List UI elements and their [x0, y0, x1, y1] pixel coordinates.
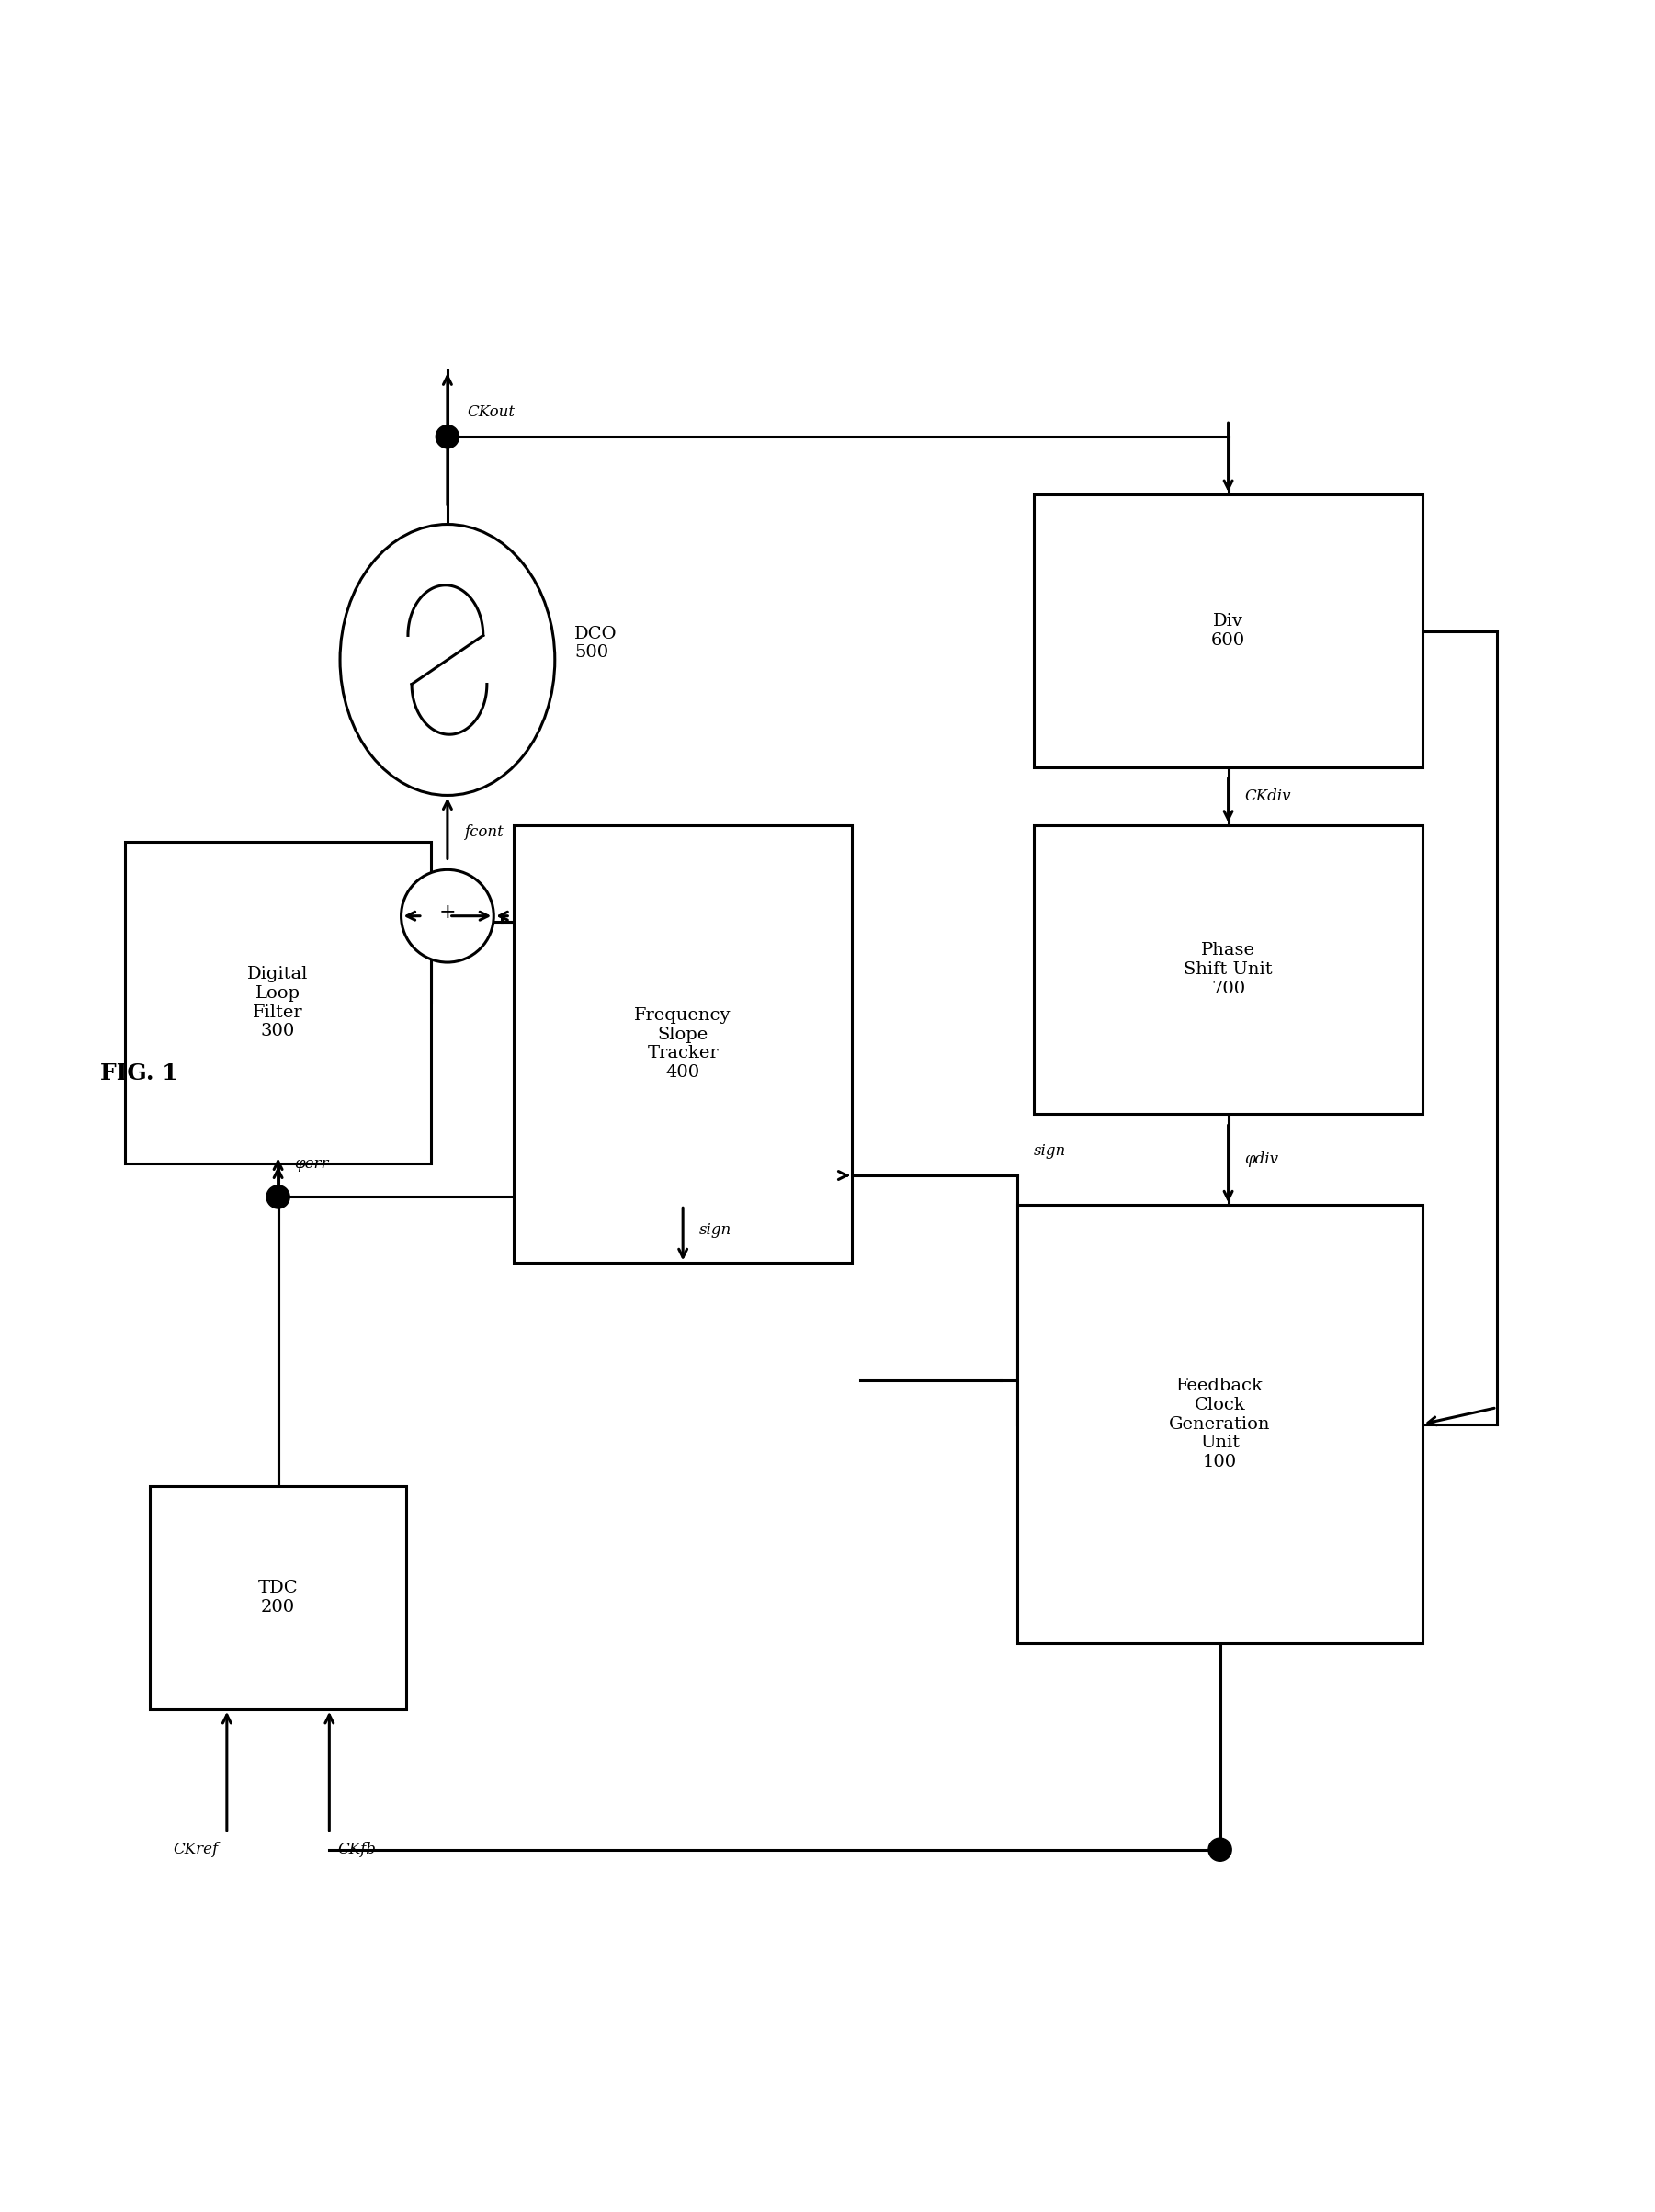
Text: Frequency
Slope
Tracker
400: Frequency Slope Tracker 400 — [634, 1006, 732, 1082]
Text: Div
600: Div 600 — [1211, 613, 1245, 648]
Circle shape — [401, 869, 493, 962]
Circle shape — [435, 425, 458, 449]
Text: φerr: φerr — [295, 1157, 329, 1172]
Text: φdiv: φdiv — [1245, 1152, 1279, 1168]
Text: sign: sign — [1034, 1144, 1066, 1159]
Text: sign: sign — [700, 1221, 732, 1239]
Text: Digital
Loop
Filter
300: Digital Loop Filter 300 — [248, 967, 308, 1040]
Circle shape — [1208, 1838, 1231, 1860]
Text: CKdiv: CKdiv — [1245, 787, 1291, 803]
Text: +: + — [439, 902, 457, 922]
Circle shape — [266, 1186, 290, 1208]
Text: CKfb: CKfb — [338, 1840, 376, 1858]
Text: CKout: CKout — [467, 405, 515, 420]
Ellipse shape — [339, 524, 554, 796]
Bar — [1034, 825, 1422, 1115]
Text: Feedback
Clock
Generation
Unit
100: Feedback Clock Generation Unit 100 — [1168, 1378, 1271, 1471]
Bar — [1018, 1206, 1422, 1644]
Bar — [1034, 495, 1422, 768]
Text: CKref: CKref — [174, 1840, 218, 1858]
Text: Phase
Shift Unit
700: Phase Shift Unit 700 — [1183, 942, 1273, 998]
Text: fcont: fcont — [463, 825, 503, 841]
Text: TDC
200: TDC 200 — [258, 1579, 298, 1615]
Text: DCO
500: DCO 500 — [574, 626, 617, 661]
Bar — [126, 841, 430, 1164]
Bar — [513, 825, 852, 1263]
Bar — [151, 1486, 405, 1710]
Text: FIG. 1: FIG. 1 — [101, 1062, 179, 1084]
